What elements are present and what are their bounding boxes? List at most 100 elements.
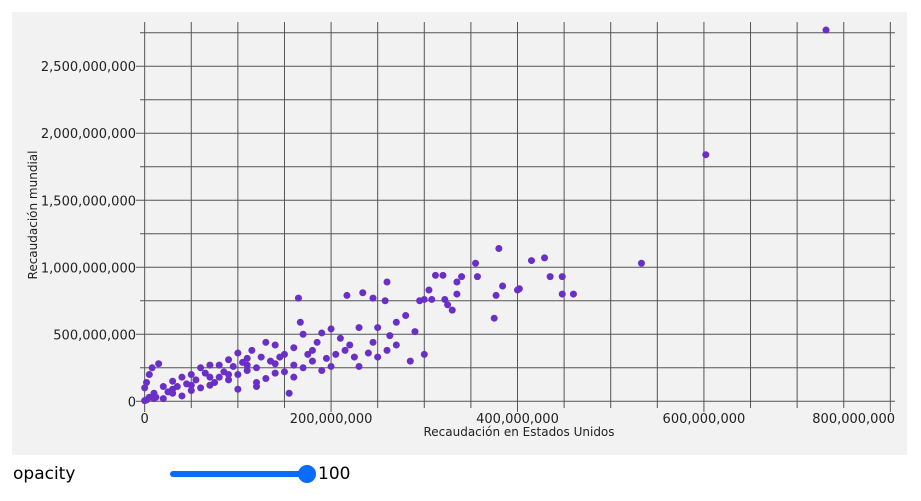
point	[386, 332, 394, 340]
point	[169, 385, 177, 393]
point	[495, 245, 503, 253]
y-tick-label: 2,500,000,000	[41, 60, 136, 75]
point	[318, 366, 326, 374]
slider-label: opacity	[13, 464, 76, 484]
point	[225, 356, 233, 364]
point	[369, 338, 377, 346]
slider-value: 100	[318, 464, 351, 484]
point	[229, 362, 237, 370]
point	[257, 353, 265, 361]
point	[211, 379, 219, 387]
point	[490, 314, 498, 322]
point	[178, 392, 186, 400]
point	[313, 338, 321, 346]
point	[197, 364, 205, 372]
point	[359, 289, 367, 297]
x-axis-label: Recaudación en Estados Unidos	[423, 425, 614, 439]
point	[159, 383, 167, 391]
point	[187, 370, 195, 378]
point	[215, 361, 223, 369]
point	[346, 341, 354, 349]
point	[441, 295, 449, 303]
point	[318, 329, 326, 337]
point	[448, 306, 456, 314]
point	[374, 353, 382, 361]
point	[215, 373, 223, 381]
y-axis-label: Recaudación mundial	[26, 151, 40, 280]
point	[243, 366, 251, 374]
point	[308, 346, 316, 354]
point	[141, 384, 149, 392]
y-tick-label: 1,000,000,000	[41, 261, 136, 276]
point	[262, 375, 270, 383]
point	[355, 362, 363, 370]
point	[322, 354, 330, 362]
point	[262, 338, 270, 346]
y-tick-label: 0	[128, 395, 136, 410]
point	[201, 369, 209, 377]
y-tick-label: 2,000,000,000	[41, 127, 136, 142]
point	[492, 291, 500, 299]
point	[428, 295, 436, 303]
point	[266, 357, 274, 365]
point	[374, 324, 382, 332]
point	[472, 259, 480, 267]
point	[473, 273, 481, 281]
point	[637, 259, 645, 267]
point	[541, 254, 549, 262]
slider-track	[170, 471, 307, 477]
point	[234, 349, 242, 357]
point	[280, 368, 288, 376]
point	[355, 324, 363, 332]
x-tick-label: 600,000,000	[663, 412, 746, 427]
point	[558, 273, 566, 281]
point	[453, 278, 461, 286]
point	[350, 353, 358, 361]
point	[514, 286, 521, 294]
point	[243, 361, 251, 369]
point	[296, 318, 304, 326]
point	[206, 361, 214, 369]
point	[145, 370, 153, 378]
x-tick-label: 0	[141, 412, 149, 427]
point	[431, 271, 439, 279]
point	[285, 389, 293, 397]
point	[327, 362, 335, 370]
point	[304, 350, 312, 358]
point	[299, 364, 307, 372]
point	[381, 297, 389, 305]
point	[343, 291, 351, 299]
point	[234, 385, 242, 393]
point	[499, 282, 507, 290]
point	[253, 383, 261, 391]
point	[364, 349, 372, 357]
point	[406, 357, 414, 365]
point	[336, 334, 344, 342]
point	[206, 373, 214, 381]
point	[290, 361, 298, 369]
point	[271, 369, 279, 377]
point	[243, 354, 251, 362]
x-tick-label: 400,000,000	[476, 412, 559, 427]
x-tick-label: 800,000,000	[812, 412, 895, 427]
point	[439, 271, 447, 279]
point	[225, 370, 233, 378]
point	[271, 341, 279, 349]
point	[392, 341, 400, 349]
point	[402, 312, 410, 320]
y-tick-label: 1,500,000,000	[41, 194, 136, 209]
point	[569, 290, 577, 298]
slider-thumb[interactable]	[298, 465, 316, 483]
y-tick-label: 500,000,000	[53, 328, 136, 343]
point	[187, 381, 195, 389]
point	[225, 376, 233, 384]
point	[332, 350, 340, 358]
point	[155, 360, 163, 368]
slider[interactable]	[170, 459, 316, 489]
point	[383, 278, 391, 286]
point	[527, 257, 535, 265]
point	[294, 294, 302, 302]
point	[327, 325, 335, 333]
chart: Recaudación en Estados Unidos Recaudació…	[12, 12, 907, 455]
